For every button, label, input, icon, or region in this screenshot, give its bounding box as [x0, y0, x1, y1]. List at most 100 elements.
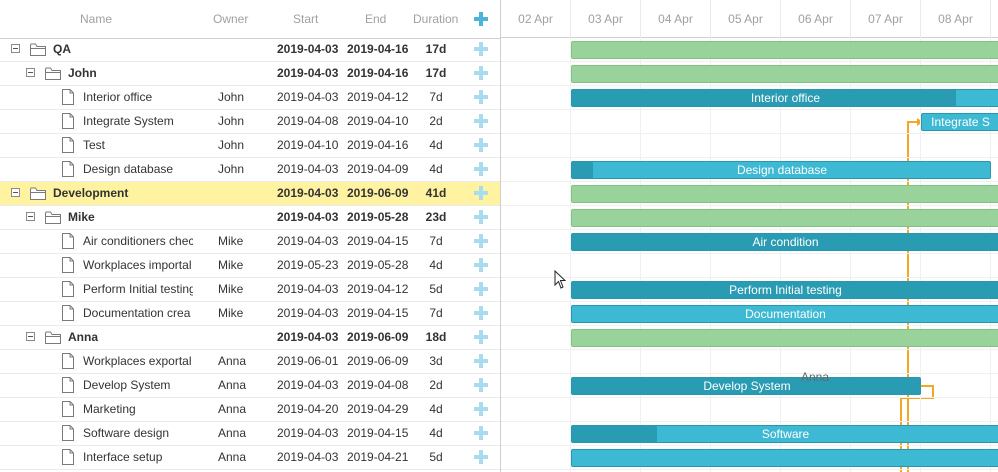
task-progress — [572, 426, 657, 442]
table-row[interactable]: Interior office John 2019-04-03 2019-04-12 7… — [0, 86, 500, 110]
table-row[interactable]: Workplaces importal Mike 2019-05-23 2019-05… — [0, 254, 500, 278]
row-gridline — [501, 157, 998, 158]
task-duration: 4d — [429, 138, 443, 152]
task-bar[interactable]: Interior office — [571, 89, 998, 107]
add-subtask-icon[interactable] — [474, 114, 488, 128]
row-gridline — [501, 349, 998, 350]
add-subtask-icon[interactable] — [474, 210, 488, 224]
project-bar[interactable] — [571, 41, 998, 59]
task-end: 2019-04-29 — [347, 402, 409, 416]
task-name: Software design — [83, 426, 170, 440]
task-end: 2019-05-28 — [347, 258, 409, 272]
add-subtask-icon[interactable] — [474, 378, 488, 392]
add-subtask-icon[interactable] — [474, 90, 488, 104]
add-subtask-icon[interactable] — [474, 42, 488, 56]
task-end: 2019-04-09 — [347, 162, 409, 176]
table-row[interactable]: Develop System Anna 2019-04-03 2019-04-08 2d — [0, 374, 500, 398]
add-subtask-icon[interactable] — [474, 354, 488, 368]
table-row[interactable]: Development 2019-04-03 2019-06-09 41d — [0, 182, 500, 206]
add-subtask-icon[interactable] — [474, 258, 488, 272]
task-end: 2019-06-09 — [347, 186, 409, 200]
column-header-name[interactable]: Name — [80, 12, 113, 26]
task-end: 2019-04-15 — [347, 426, 409, 440]
project-bar[interactable] — [571, 209, 998, 227]
task-owner: Anna — [218, 450, 247, 464]
task-progress — [572, 378, 920, 394]
task-owner: Anna — [218, 354, 247, 368]
table-row[interactable]: Mike 2019-04-03 2019-05-28 23d — [0, 206, 500, 230]
add-subtask-icon[interactable] — [474, 66, 488, 80]
task-bar[interactable]: Perform Initial testing — [571, 281, 998, 299]
column-header-start[interactable]: Start — [293, 12, 319, 26]
project-bar[interactable] — [571, 65, 998, 83]
task-bar[interactable]: Develop System — [571, 377, 921, 395]
add-subtask-icon[interactable] — [474, 426, 488, 440]
add-subtask-icon[interactable] — [474, 402, 488, 416]
task-bar[interactable]: Design database — [571, 161, 991, 179]
task-bar-label: Software — [761, 427, 810, 441]
row-gridline — [501, 181, 998, 182]
table-row[interactable]: Interface setup Anna 2019-04-03 2019-04-21 5… — [0, 446, 500, 470]
add-subtask-icon[interactable] — [474, 450, 488, 464]
grid-header: Name Owner Start End Duration — [0, 0, 500, 39]
table-row[interactable]: Anna 2019-04-03 2019-06-09 18d — [0, 326, 500, 350]
table-row[interactable]: Integrate System John 2019-04-08 2019-04-10… — [0, 110, 500, 134]
table-row[interactable]: Perform Initial testing Mike 2019-04-03 201… — [0, 278, 500, 302]
add-subtask-icon[interactable] — [474, 234, 488, 248]
day-gridline — [640, 38, 641, 472]
add-subtask-icon[interactable] — [474, 186, 488, 200]
file-icon — [62, 305, 74, 321]
collapse-toggle-icon[interactable] — [26, 68, 35, 77]
table-row[interactable]: John 2019-04-03 2019-04-16 17d — [0, 62, 500, 86]
collapse-toggle-icon[interactable] — [26, 212, 35, 221]
table-row[interactable]: Marketing Anna 2019-04-20 2019-04-29 4d — [0, 398, 500, 422]
project-bar[interactable] — [571, 329, 998, 347]
task-bar[interactable] — [571, 449, 998, 467]
table-row[interactable]: QA 2019-04-03 2019-04-16 17d — [0, 38, 500, 62]
scale-day-label: 07 Apr — [851, 0, 921, 38]
add-subtask-icon[interactable] — [474, 330, 488, 344]
project-bar[interactable] — [571, 185, 998, 203]
collapse-toggle-icon[interactable] — [11, 44, 20, 53]
scale-day-label: 05 Apr — [711, 0, 781, 38]
table-row[interactable]: Air conditioners chec Mike 2019-04-03 2019-… — [0, 230, 500, 254]
collapse-toggle-icon[interactable] — [26, 332, 35, 341]
row-gridline — [501, 301, 998, 302]
table-row[interactable]: Documentation crea Mike 2019-04-03 2019-04-… — [0, 302, 500, 326]
row-gridline — [501, 229, 998, 230]
row-gridline — [501, 373, 998, 374]
column-header-duration[interactable]: Duration — [413, 12, 459, 26]
add-subtask-icon[interactable] — [474, 162, 488, 176]
table-row[interactable]: Software design Anna 2019-04-03 2019-04-15 4… — [0, 422, 500, 446]
table-row[interactable]: Workplaces exportal Anna 2019-06-01 2019-06… — [0, 350, 500, 374]
scale-day-label: 06 Apr — [781, 0, 851, 38]
column-header-owner[interactable]: Owner — [213, 12, 249, 26]
task-owner — [218, 206, 273, 230]
task-owner: Mike — [218, 234, 244, 248]
add-subtask-icon[interactable] — [474, 282, 488, 296]
task-start: 2019-04-03 — [277, 282, 339, 296]
file-icon — [62, 257, 74, 273]
add-subtask-icon[interactable] — [474, 138, 488, 152]
collapse-toggle-icon[interactable] — [11, 188, 20, 197]
table-row[interactable]: Design database John 2019-04-03 2019-04-09 4… — [0, 158, 500, 182]
add-subtask-icon[interactable] — [474, 306, 488, 320]
task-name: Interface setup — [83, 450, 163, 464]
add-task-icon[interactable] — [474, 12, 488, 26]
task-owner: Anna — [218, 402, 247, 416]
task-owner — [218, 62, 273, 86]
task-bar[interactable]: Software — [571, 425, 998, 443]
task-duration: 2d — [429, 378, 443, 392]
task-start: 2019-04-03 — [277, 306, 339, 320]
task-name: Marketing — [83, 402, 136, 416]
task-name: QA — [53, 42, 71, 56]
task-end: 2019-04-15 — [347, 234, 409, 248]
task-duration: 2d — [429, 114, 443, 128]
task-bar[interactable]: Documentation — [571, 305, 998, 323]
task-bar[interactable]: Air condition — [571, 233, 998, 251]
day-gridline — [710, 38, 711, 472]
column-header-end[interactable]: End — [365, 12, 387, 26]
task-owner — [218, 38, 273, 62]
task-bar[interactable]: Integrate S — [921, 113, 998, 131]
table-row[interactable]: Test John 2019-04-10 2019-04-16 4d — [0, 134, 500, 158]
